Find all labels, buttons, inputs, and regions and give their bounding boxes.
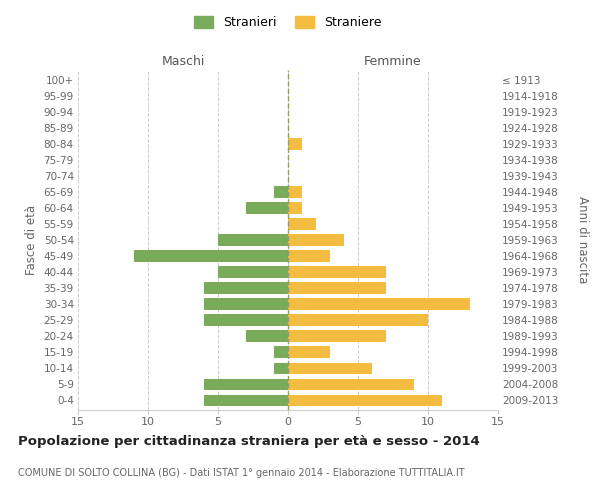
Y-axis label: Anni di nascita: Anni di nascita	[575, 196, 589, 284]
Bar	[274, 346, 288, 358]
Bar	[288, 138, 302, 149]
Bar	[204, 282, 288, 294]
Bar	[134, 250, 288, 262]
Bar	[288, 378, 414, 390]
Bar	[288, 186, 302, 198]
Bar	[288, 266, 386, 278]
Bar	[288, 362, 372, 374]
Bar	[246, 202, 288, 213]
Bar	[288, 298, 470, 310]
Bar	[288, 346, 330, 358]
Text: Popolazione per cittadinanza straniera per età e sesso - 2014: Popolazione per cittadinanza straniera p…	[18, 435, 480, 448]
Text: Maschi: Maschi	[161, 54, 205, 68]
Bar	[218, 234, 288, 246]
Bar	[204, 298, 288, 310]
Bar	[288, 234, 344, 246]
Bar	[274, 362, 288, 374]
Bar	[288, 250, 330, 262]
Bar	[246, 330, 288, 342]
Bar	[204, 394, 288, 406]
Text: Femmine: Femmine	[364, 54, 422, 68]
Y-axis label: Fasce di età: Fasce di età	[25, 205, 38, 275]
Bar	[288, 314, 428, 326]
Bar	[288, 218, 316, 230]
Bar	[288, 394, 442, 406]
Bar	[288, 202, 302, 213]
Bar	[204, 378, 288, 390]
Bar	[218, 266, 288, 278]
Legend: Stranieri, Straniere: Stranieri, Straniere	[194, 16, 382, 29]
Text: COMUNE DI SOLTO COLLINA (BG) - Dati ISTAT 1° gennaio 2014 - Elaborazione TUTTITA: COMUNE DI SOLTO COLLINA (BG) - Dati ISTA…	[18, 468, 464, 477]
Bar	[204, 314, 288, 326]
Bar	[288, 330, 386, 342]
Bar	[288, 282, 386, 294]
Bar	[274, 186, 288, 198]
